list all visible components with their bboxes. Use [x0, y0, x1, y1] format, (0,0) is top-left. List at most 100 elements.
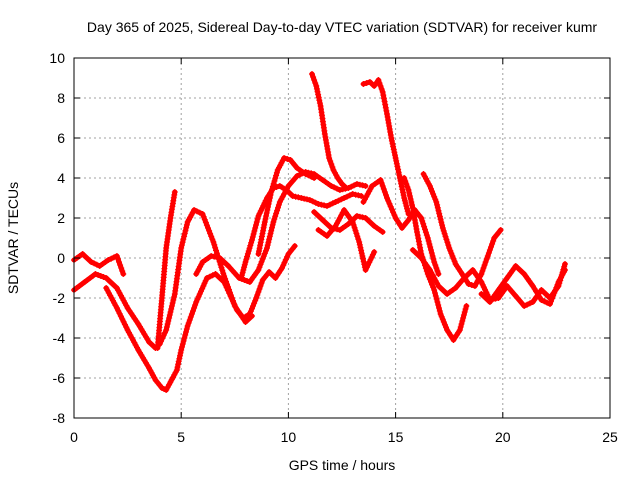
data-point	[322, 131, 328, 137]
data-point	[260, 277, 266, 283]
plot-frame	[73, 57, 611, 419]
data-point	[159, 385, 165, 391]
data-point	[326, 155, 332, 161]
series-track-f	[255, 155, 318, 257]
data-point	[277, 183, 283, 189]
data-point	[103, 285, 109, 291]
data-point	[538, 297, 544, 303]
data-point	[440, 225, 446, 231]
data-point	[384, 195, 390, 201]
data-point	[228, 293, 233, 299]
data-point	[221, 273, 227, 279]
data-point	[114, 285, 120, 291]
data-point	[311, 175, 317, 181]
data-point	[363, 215, 369, 221]
data-point	[425, 235, 431, 241]
data-point	[337, 187, 343, 193]
data-point	[309, 71, 315, 77]
data-point	[225, 263, 231, 269]
data-point	[270, 185, 276, 191]
data-point	[547, 301, 553, 307]
data-point	[264, 195, 270, 201]
data-point	[135, 321, 141, 327]
series-track-j	[315, 207, 378, 273]
data-point	[320, 177, 326, 183]
data-point	[444, 327, 450, 333]
data-point	[410, 247, 416, 253]
series-track-g	[238, 183, 365, 281]
data-point	[163, 245, 169, 251]
x-tick-label: 15	[388, 429, 404, 445]
data-point	[393, 155, 399, 161]
data-point	[330, 167, 336, 173]
data-point	[406, 217, 411, 223]
data-point	[410, 205, 416, 211]
data-point	[213, 271, 218, 277]
data-point	[345, 221, 351, 227]
data-point	[318, 103, 324, 109]
data-point	[418, 255, 424, 261]
data-point	[279, 265, 285, 271]
y-tick-label: 6	[57, 130, 65, 146]
data-point	[92, 271, 98, 277]
series-track-n	[420, 171, 504, 289]
data-point	[294, 173, 300, 179]
data-point	[521, 303, 527, 309]
data-point	[120, 271, 126, 277]
data-point	[178, 245, 184, 251]
data-point	[288, 157, 293, 163]
data-point	[371, 223, 377, 229]
data-point	[168, 379, 173, 385]
data-point	[294, 165, 300, 171]
data-point	[292, 243, 298, 249]
data-point	[105, 257, 111, 263]
data-point	[478, 271, 484, 277]
data-point	[459, 271, 465, 277]
data-point	[446, 245, 452, 251]
data-point	[283, 187, 289, 193]
data-point	[146, 339, 152, 345]
data-point	[358, 193, 364, 199]
data-point	[498, 227, 504, 233]
data-point	[135, 347, 141, 353]
data-point	[337, 227, 343, 233]
data-point	[88, 259, 94, 265]
data-point	[401, 195, 407, 201]
data-point	[82, 279, 88, 285]
data-point	[335, 175, 341, 181]
data-point	[103, 275, 109, 281]
data-point	[487, 299, 493, 305]
data-point	[313, 83, 319, 89]
y-tick-label: 2	[57, 210, 65, 226]
data-point	[461, 275, 467, 281]
data-point	[414, 229, 420, 235]
data-point	[356, 239, 362, 245]
data-point	[243, 259, 248, 265]
data-point	[496, 287, 501, 293]
data-point	[371, 249, 377, 255]
data-point	[163, 387, 169, 393]
data-point	[191, 207, 197, 213]
y-tick-label: -2	[53, 290, 66, 306]
series-markers	[478, 263, 568, 307]
data-point	[521, 271, 527, 277]
data-point	[339, 181, 345, 187]
data-point	[504, 275, 510, 281]
data-point	[333, 199, 339, 205]
grid	[74, 58, 610, 418]
x-tick-label: 5	[177, 429, 185, 445]
series-track-k	[360, 77, 412, 217]
x-tick-label: 10	[281, 429, 297, 445]
y-tick-label: -8	[53, 410, 66, 426]
data-point	[380, 229, 386, 235]
data-point	[397, 175, 403, 181]
data-point	[328, 183, 334, 189]
data-point	[247, 311, 253, 317]
data-point	[457, 327, 463, 333]
data-point	[333, 223, 339, 229]
data-point	[221, 279, 227, 285]
data-point	[431, 259, 437, 265]
series-layer	[71, 71, 568, 393]
data-point	[315, 201, 321, 207]
